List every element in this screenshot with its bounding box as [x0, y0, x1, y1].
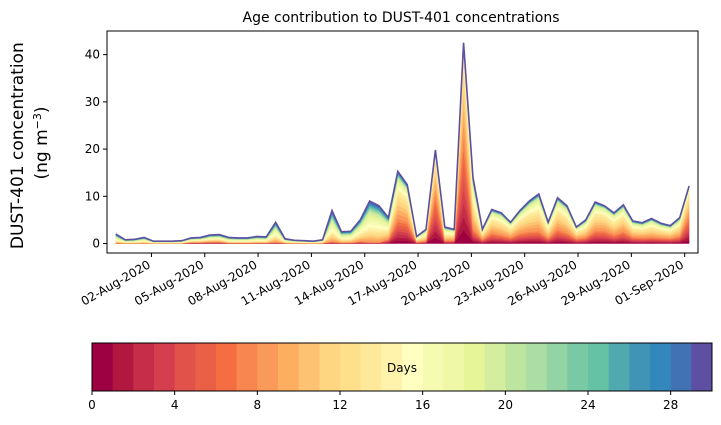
- colorbar-swatch: [484, 343, 506, 391]
- colorbar-swatch: [154, 343, 176, 391]
- age-stacked-areas: [115, 42, 690, 244]
- y-axis-label-line1: DUST-401 concentration: [8, 42, 28, 249]
- colorbar-swatch: [195, 343, 217, 391]
- colorbar-swatch: [422, 343, 444, 391]
- colorbar-tick-label: 0: [88, 398, 96, 412]
- y-tick-label: 0: [92, 237, 100, 251]
- colorbar-tick-label: 16: [415, 398, 430, 412]
- colorbar-swatch: [650, 343, 672, 391]
- colorbar-tick-label: 20: [498, 398, 513, 412]
- y-axis-unit-suffix: ): [32, 106, 52, 113]
- colorbar-swatch: [216, 343, 238, 391]
- y-axis: 0 10 20 30 40: [85, 48, 107, 251]
- colorbar-swatch: [402, 343, 424, 391]
- y-axis-label-line2: (ng m−3): [31, 106, 53, 179]
- y-axis-unit-exponent: −3: [31, 113, 44, 129]
- colorbar-frame: [91, 342, 713, 392]
- colorbar-swatch: [298, 343, 320, 391]
- chart-title: Age contribution to DUST-401 concentrati…: [243, 10, 560, 26]
- colorbar: 0 4 8 12 16 20 24 28: [88, 343, 713, 412]
- colorbar-tick-label: 4: [171, 398, 179, 412]
- colorbar-swatch: [608, 343, 630, 391]
- y-axis-label: DUST-401 concentration (ng m−3): [8, 37, 52, 249]
- colorbar-swatch: [588, 343, 610, 391]
- colorbar-swatch: [319, 343, 341, 391]
- colorbar-tick-label: 28: [663, 398, 678, 412]
- total-concentration-line: [115, 42, 690, 242]
- colorbar-swatch: [340, 343, 362, 391]
- plot-frame: [106, 30, 699, 254]
- colorbar-swatch: [526, 343, 548, 391]
- y-tick-label: 30: [85, 95, 100, 109]
- x-axis: 02-Aug-202005-Aug-202008-Aug-202011-Aug-…: [79, 253, 686, 308]
- colorbar-swatch: [381, 343, 403, 391]
- colorbar-swatch: [567, 343, 589, 391]
- colorbar-swatch: [257, 343, 279, 391]
- colorbar-swatch: [505, 343, 527, 391]
- colorbar-tick-label: 12: [332, 398, 347, 412]
- colorbar-swatch: [691, 343, 713, 391]
- colorbar-swatch: [133, 343, 155, 391]
- colorbar-label: Days: [387, 361, 417, 375]
- colorbar-swatch: [629, 343, 651, 391]
- y-axis-unit-prefix: (ng m: [32, 129, 52, 179]
- y-tick-label: 10: [85, 189, 100, 203]
- colorbar-swatch: [278, 343, 300, 391]
- colorbar-swatch: [236, 343, 258, 391]
- colorbar-swatch: [443, 343, 465, 391]
- colorbar-swatch: [670, 343, 692, 391]
- colorbar-swatch: [360, 343, 382, 391]
- colorbar-swatch: [546, 343, 568, 391]
- colorbar-tick-label: 24: [580, 398, 595, 412]
- y-tick-label: 20: [85, 142, 100, 156]
- colorbar-swatch: [112, 343, 134, 391]
- colorbar-swatch: [464, 343, 486, 391]
- colorbar-tick-label: 8: [254, 398, 262, 412]
- y-tick-label: 40: [85, 48, 100, 62]
- colorbar-swatch: [174, 343, 196, 391]
- colorbar-swatch: [92, 343, 114, 391]
